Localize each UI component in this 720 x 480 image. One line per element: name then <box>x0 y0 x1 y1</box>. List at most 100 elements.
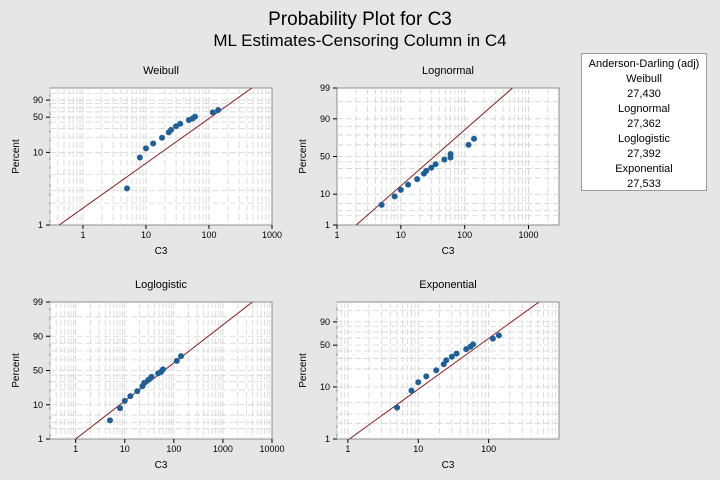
x-tick-label: 1 <box>73 444 78 454</box>
plot-area <box>336 301 560 440</box>
data-point <box>423 373 430 380</box>
y-tick-label: 50 <box>320 152 330 162</box>
y-tick-label: 1 <box>325 434 330 444</box>
plot-area <box>49 87 273 226</box>
y-tick-label: 10 <box>33 400 43 410</box>
legend-entry-name: Loglogistic <box>618 133 670 145</box>
data-point <box>159 366 166 373</box>
data-point <box>397 186 404 193</box>
y-tick-label: 1 <box>38 434 43 444</box>
y-axis-label: Percent <box>298 139 309 174</box>
data-point <box>134 388 141 395</box>
y-tick-label: 99 <box>33 297 43 307</box>
data-point <box>441 156 448 163</box>
data-point <box>159 134 166 141</box>
legend-entry-value: 27,392 <box>627 148 661 160</box>
x-axis-label: C3 <box>442 246 455 257</box>
x-tick-label: 10 <box>120 444 130 454</box>
x-axis-label: C3 <box>155 460 168 471</box>
x-tick-label: 100 <box>166 444 181 454</box>
y-tick-label: 1 <box>325 220 330 230</box>
legend-entry-name: Exponential <box>615 163 673 175</box>
y-axis-label: Percent <box>11 139 22 174</box>
data-point <box>448 353 455 360</box>
data-point <box>465 141 472 148</box>
x-axis-label: C3 <box>442 460 455 471</box>
legend-entry-value: 27,362 <box>627 118 661 130</box>
panel-title: Loglogistic <box>135 279 187 291</box>
data-point <box>121 397 128 404</box>
panel-weibull: 1 10 100 1000 1 10 50 90 Weibull C3 Percent <box>11 65 282 257</box>
y-tick-label: 10 <box>320 189 330 199</box>
data-point <box>123 185 130 192</box>
y-tick-label: 1 <box>38 220 43 230</box>
figure-subtitle: ML Estimates-Censoring Column in C4 <box>213 31 507 50</box>
data-point <box>423 167 430 174</box>
x-tick-label: 1000 <box>262 230 282 240</box>
data-point <box>378 201 385 208</box>
panel-title: Lognormal <box>422 65 474 77</box>
panel-lognormal: 1 10 100 1000 1 10 50 90 99 Lognormal C3 Percent <box>298 65 560 257</box>
x-tick-label: 1 <box>80 230 85 240</box>
data-point <box>209 109 216 116</box>
y-tick-label: 90 <box>320 317 330 327</box>
data-point <box>414 176 421 183</box>
data-point <box>408 387 415 394</box>
x-tick-label: 100 <box>201 230 216 240</box>
goodness-of-fit-legend: Anderson-Darling (adj) Weibull 27,430 Lo… <box>581 53 707 191</box>
y-tick-label: 99 <box>320 83 330 93</box>
legend-entry-value: 27,430 <box>627 88 661 100</box>
x-tick-label: 10 <box>413 444 423 454</box>
data-point <box>432 161 439 168</box>
data-point <box>495 332 502 339</box>
x-axis-label: C3 <box>155 246 168 257</box>
data-point <box>150 140 157 147</box>
panel-exponential: 1 10 100 1 10 50 90 Exponential C3 Percent <box>298 279 560 471</box>
data-point <box>136 154 143 161</box>
data-point <box>405 181 412 188</box>
data-point <box>142 145 149 152</box>
y-tick-label: 50 <box>33 112 43 122</box>
data-point <box>433 367 440 374</box>
panel-title: Exponential <box>419 279 477 291</box>
x-tick-label: 10000 <box>259 444 284 454</box>
legend-entry-value: 27,533 <box>627 178 661 190</box>
data-point <box>428 164 435 171</box>
fit-line <box>349 302 540 439</box>
data-point <box>489 335 496 342</box>
data-point <box>116 405 123 412</box>
data-point <box>173 357 180 364</box>
data-point <box>177 120 184 127</box>
data-point <box>168 126 175 133</box>
legend-header: Anderson-Darling (adj) <box>588 58 700 70</box>
y-axis-label: Percent <box>298 353 309 388</box>
data-point <box>447 150 454 157</box>
legend-entry-name: Lognormal <box>618 103 670 115</box>
data-point <box>415 379 422 386</box>
x-tick-label: 1000 <box>213 444 233 454</box>
y-tick-label: 90 <box>33 95 43 105</box>
data-point <box>215 106 222 113</box>
x-tick-label: 1 <box>345 444 350 454</box>
data-point <box>391 193 398 200</box>
x-tick-label: 1000 <box>519 230 539 240</box>
data-point <box>394 404 401 411</box>
x-tick-label: 10 <box>396 230 406 240</box>
data-point <box>148 373 155 380</box>
x-tick-label: 10 <box>141 230 151 240</box>
x-tick-label: 100 <box>481 444 496 454</box>
panel-title: Weibull <box>143 65 179 77</box>
figure-title: Probability Plot for C3 <box>268 9 452 30</box>
y-tick-label: 50 <box>33 366 43 376</box>
y-tick-label: 90 <box>33 331 43 341</box>
panel-loglogistic: 1 10 100 1000 10000 1 10 50 90 99 Loglogistic C3 Per… <box>11 279 285 471</box>
x-tick-label: 100 <box>457 230 472 240</box>
data-point <box>471 135 478 142</box>
data-point <box>178 353 185 360</box>
data-point <box>192 113 199 120</box>
y-tick-label: 90 <box>320 114 330 124</box>
data-point <box>470 341 477 348</box>
data-point <box>106 417 113 424</box>
y-axis-label: Percent <box>11 353 22 388</box>
